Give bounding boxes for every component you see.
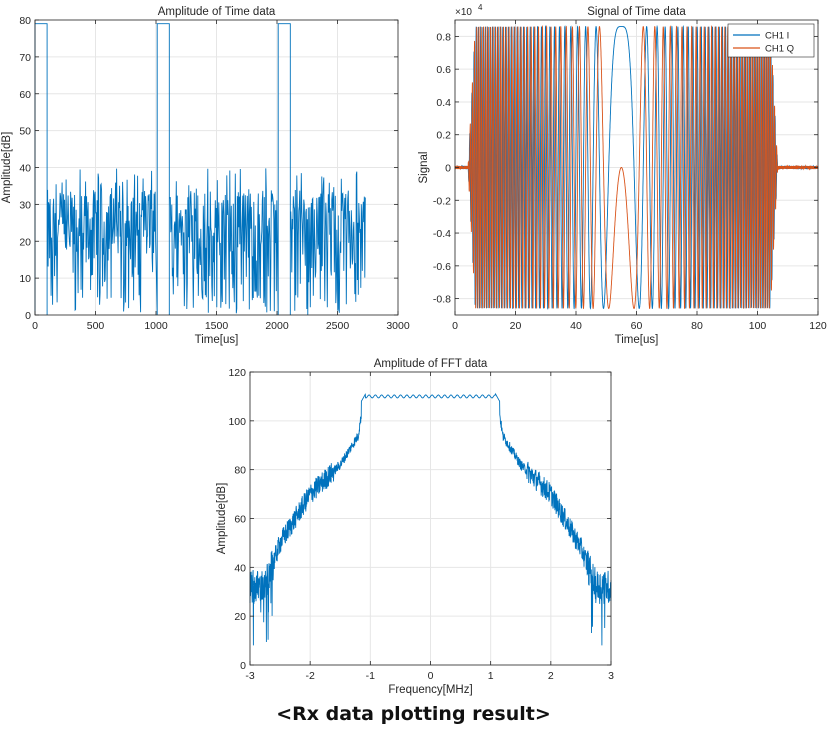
y-tick-label: -0.4	[433, 228, 451, 240]
x-tick-label: 2500	[326, 320, 350, 332]
series-amplitude-time	[34, 23, 366, 316]
y-tick-label: 50	[19, 126, 31, 138]
x-tick-label: 1000	[144, 320, 168, 332]
y-tick-label: 20	[234, 611, 246, 623]
series-ch1-q	[454, 24, 819, 310]
y-tick-label: 60	[234, 514, 246, 526]
x-tick-label: 0	[32, 320, 38, 332]
x-tick-label: 0	[452, 320, 458, 332]
y-tick-label: 80	[19, 15, 31, 27]
y-tick-label: 70	[19, 52, 31, 64]
y-tick-label: 40	[234, 562, 246, 574]
legend-entry-label: CH1 I	[765, 31, 789, 42]
amp-fft-title: Amplitude of FFT data	[374, 358, 488, 370]
sig-time-xlabel: Time[us]	[615, 334, 659, 346]
series-fft-amplitude	[249, 392, 612, 646]
y-tick-label: 0	[25, 310, 31, 322]
sig-time-ylabel: Signal	[418, 152, 430, 184]
x-tick-label: -2	[305, 670, 314, 682]
x-tick-label: 100	[749, 320, 767, 332]
amp-fft-ylabel: Amplitude[dB]	[216, 483, 228, 555]
sig-time-title: Signal of Time data	[587, 6, 686, 18]
sig-time-chart: 0 20 40 60 80 100 120 -0.8 -0.6 -0.4 -0.2 0 0.2 0.4 0.…	[418, 3, 827, 346]
y-tick-label: -0.8	[433, 294, 451, 306]
x-tick-label: 80	[691, 320, 703, 332]
y-tick-label: 0.6	[436, 64, 451, 76]
x-tick-label: 20	[510, 320, 522, 332]
amp-time-chart: 0 500 1000 1500 2000 2500 3000 0 10 20 30 40 50 60 70 8…	[1, 6, 410, 346]
amp-time-xlabel: Time[us]	[195, 334, 239, 346]
y-tick-label: 0	[445, 163, 451, 175]
y-tick-label: -0.6	[433, 261, 451, 273]
y-tick-label: 10	[19, 273, 31, 285]
x-tick-label: 0	[428, 670, 434, 682]
amp-time-ylabel: Amplitude[dB]	[1, 132, 13, 204]
y-exponent-label: ×10	[455, 7, 472, 18]
x-tick-label: 120	[809, 320, 827, 332]
amp-fft-xlabel: Frequency[MHz]	[388, 684, 472, 696]
y-tick-label: 100	[228, 416, 246, 428]
legend-entry-label: CH1 Q	[765, 44, 794, 55]
y-exponent-power: 4	[478, 3, 483, 12]
x-tick-label: 3000	[386, 320, 410, 332]
y-tick-label: 60	[19, 89, 31, 101]
figure-caption: <Rx data plotting result>	[276, 703, 551, 725]
y-tick-label: 0.2	[436, 130, 451, 142]
x-tick-label: 60	[631, 320, 643, 332]
y-tick-label: 20	[19, 236, 31, 248]
x-tick-label: 2000	[265, 320, 289, 332]
y-tick-label: -0.2	[433, 195, 451, 207]
y-tick-label: 0	[240, 660, 246, 672]
amp-fft-chart: -3 -2 -1 0 1 2 3 0 20 40 60 80 100 120 Amplitude of FF…	[216, 358, 614, 696]
x-tick-label: 3	[608, 670, 614, 682]
x-tick-label: 1500	[205, 320, 229, 332]
y-tick-label: 0.8	[436, 31, 451, 43]
x-tick-label: -1	[366, 670, 375, 682]
x-tick-label: 500	[87, 320, 105, 332]
y-tick-label: 0.4	[436, 97, 451, 109]
x-tick-label: 40	[570, 320, 582, 332]
y-tick-label: 40	[19, 163, 31, 175]
x-tick-label: -3	[245, 670, 254, 682]
legend-box	[727, 23, 815, 58]
amp-time-title: Amplitude of Time data	[158, 6, 276, 18]
y-tick-label: 80	[234, 465, 246, 477]
y-tick-label: 30	[19, 199, 31, 211]
y-tick-label: 120	[228, 367, 246, 379]
x-tick-label: 1	[488, 670, 494, 682]
x-tick-label: 2	[548, 670, 554, 682]
